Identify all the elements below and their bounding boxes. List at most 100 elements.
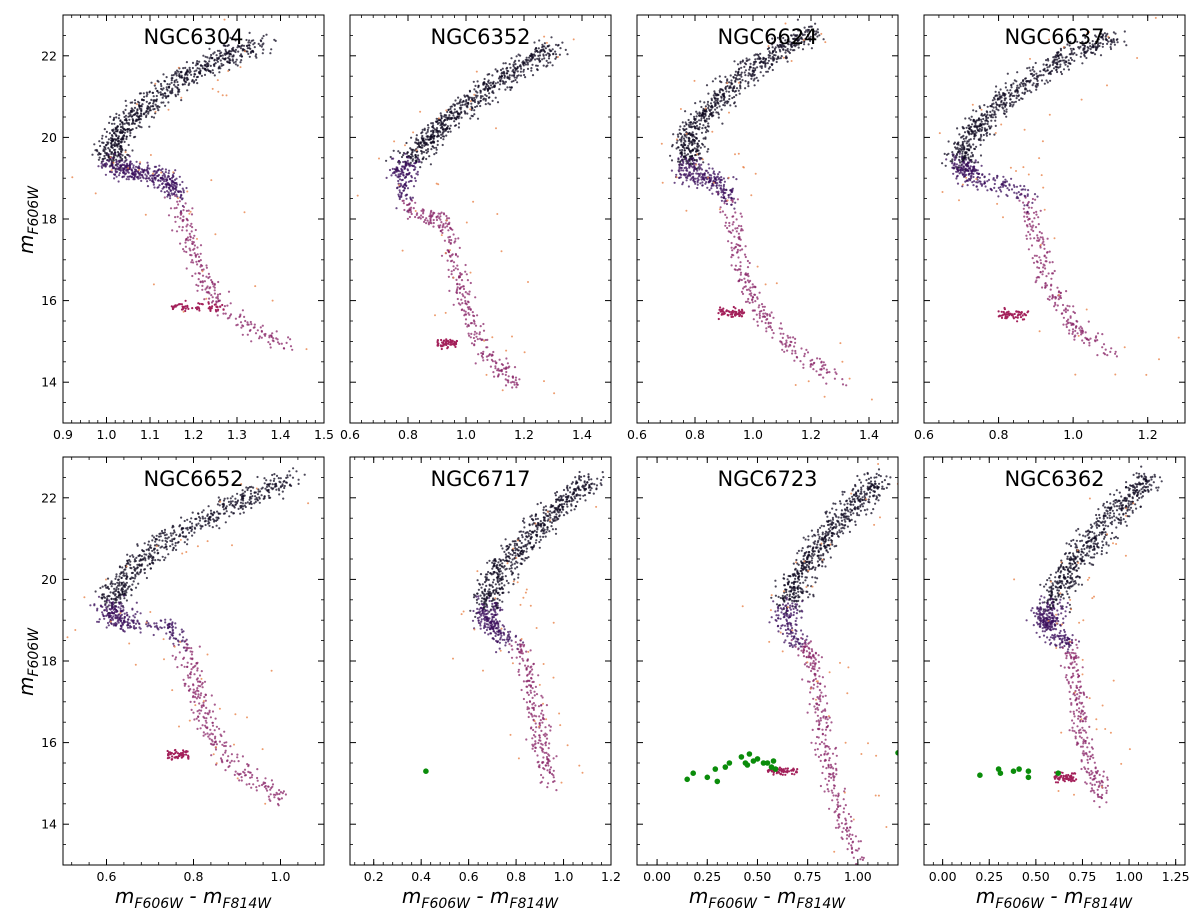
star-point bbox=[785, 57, 788, 60]
star-point bbox=[693, 180, 696, 183]
star-point bbox=[257, 42, 260, 46]
star-point bbox=[150, 115, 153, 118]
hb-star-point bbox=[170, 305, 173, 308]
star-point bbox=[806, 351, 810, 354]
star-point bbox=[1038, 74, 1041, 77]
star-point bbox=[157, 179, 160, 182]
star-point bbox=[162, 101, 165, 104]
hb-star-point bbox=[177, 303, 180, 306]
star-point bbox=[698, 114, 701, 117]
star-point bbox=[1057, 57, 1061, 60]
star-point bbox=[392, 157, 395, 160]
star-point bbox=[961, 140, 964, 144]
star-point bbox=[472, 336, 475, 340]
star-point bbox=[758, 304, 761, 307]
star-point bbox=[504, 378, 507, 381]
star-point bbox=[945, 153, 949, 156]
star-point bbox=[1044, 70, 1047, 73]
star-point bbox=[148, 101, 152, 104]
star-point bbox=[1010, 92, 1013, 95]
star-point bbox=[767, 325, 770, 328]
star-point bbox=[739, 80, 742, 84]
star-point bbox=[706, 125, 709, 128]
star-point bbox=[776, 36, 780, 39]
star-point bbox=[181, 197, 184, 200]
star-point bbox=[159, 176, 162, 180]
star-point bbox=[1060, 72, 1063, 76]
star-point bbox=[269, 346, 272, 349]
star-point bbox=[1000, 100, 1003, 104]
star-point bbox=[460, 116, 463, 119]
field-star-point bbox=[434, 314, 436, 317]
hb-star-point bbox=[741, 309, 744, 312]
star-point bbox=[425, 222, 428, 225]
star-point bbox=[1066, 65, 1069, 68]
star-point bbox=[113, 144, 116, 148]
star-point bbox=[990, 116, 993, 119]
star-point bbox=[438, 216, 441, 220]
star-point bbox=[420, 209, 423, 212]
star-point bbox=[973, 147, 976, 150]
panel-title: NGC6304 bbox=[143, 25, 243, 49]
star-point bbox=[746, 272, 750, 275]
star-point bbox=[439, 136, 443, 139]
star-point bbox=[682, 127, 685, 130]
star-point bbox=[413, 177, 417, 180]
star-point bbox=[740, 71, 743, 74]
star-point bbox=[456, 297, 459, 301]
star-point bbox=[178, 183, 182, 186]
star-point bbox=[218, 52, 221, 55]
star-point bbox=[491, 82, 495, 85]
star-point bbox=[435, 218, 439, 222]
hb-star-point bbox=[722, 307, 725, 310]
star-point bbox=[730, 246, 733, 249]
star-point bbox=[1095, 35, 1098, 38]
star-point bbox=[1049, 79, 1052, 82]
star-point bbox=[449, 130, 452, 133]
star-point bbox=[767, 321, 770, 324]
hb-star-point bbox=[172, 306, 175, 309]
star-point bbox=[439, 131, 442, 134]
star-point bbox=[673, 181, 676, 184]
star-point bbox=[450, 117, 453, 121]
star-point bbox=[1105, 39, 1109, 42]
star-point bbox=[1083, 44, 1087, 48]
star-point bbox=[698, 112, 702, 115]
hb-star-point bbox=[440, 347, 443, 351]
star-point bbox=[1123, 40, 1126, 43]
star-points bbox=[356, 35, 575, 395]
star-point bbox=[410, 174, 413, 178]
star-point bbox=[944, 164, 947, 167]
star-point bbox=[117, 137, 120, 140]
star-point bbox=[718, 105, 721, 108]
star-point bbox=[430, 122, 433, 125]
star-point bbox=[411, 148, 414, 151]
star-point bbox=[440, 221, 443, 224]
star-point bbox=[489, 365, 492, 368]
star-point bbox=[439, 126, 443, 130]
star-point bbox=[243, 315, 246, 318]
star-point bbox=[739, 261, 742, 264]
star-point bbox=[98, 140, 101, 143]
star-point bbox=[703, 115, 706, 118]
star-point bbox=[792, 44, 795, 47]
star-point bbox=[797, 43, 800, 46]
star-point bbox=[146, 105, 149, 108]
star-point bbox=[801, 48, 805, 51]
star-point bbox=[164, 183, 167, 186]
hb-star-point bbox=[454, 341, 457, 344]
star-point bbox=[116, 140, 119, 143]
star-point bbox=[779, 332, 782, 335]
star-point bbox=[401, 199, 404, 202]
star-point bbox=[764, 59, 767, 62]
star-point bbox=[734, 73, 737, 76]
star-point bbox=[766, 62, 769, 65]
star-point bbox=[803, 33, 806, 36]
star-point bbox=[253, 323, 256, 326]
star-point bbox=[466, 306, 469, 309]
star-point bbox=[494, 82, 497, 85]
star-point bbox=[980, 135, 983, 138]
star-point bbox=[147, 164, 150, 167]
hb-star-point bbox=[176, 304, 179, 307]
star-point bbox=[744, 69, 748, 72]
